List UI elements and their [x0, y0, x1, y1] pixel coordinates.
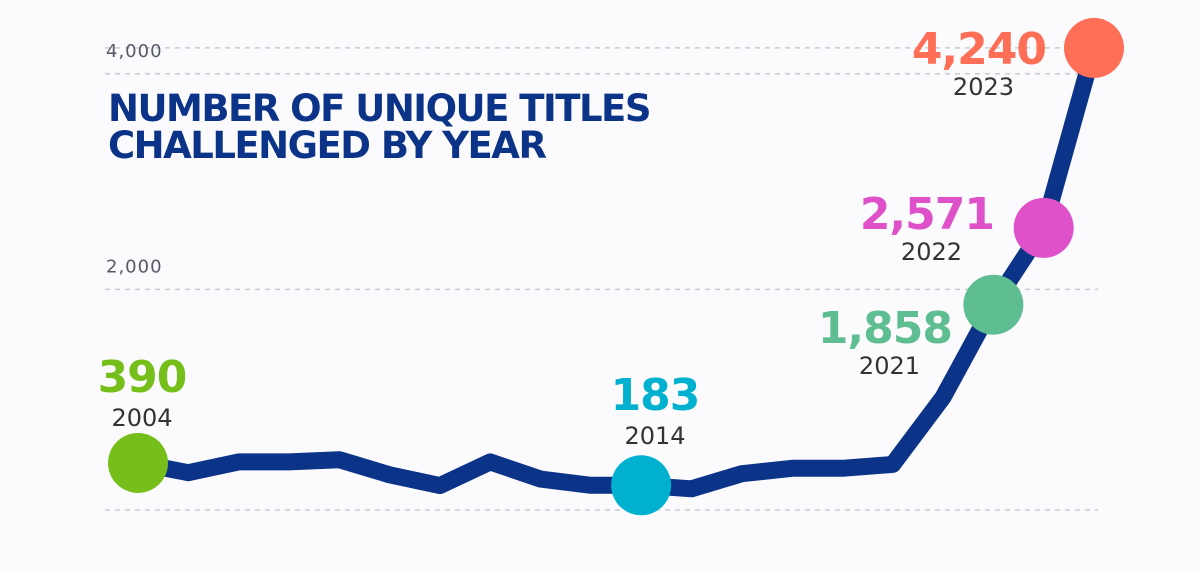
year-label-2022: 2022 — [901, 238, 962, 266]
year-label-2023: 2023 — [953, 73, 1014, 101]
value-label-2022: 2,571 — [860, 189, 994, 240]
value-label-2021: 1,858 — [818, 303, 952, 354]
highlight-point-2023 — [1064, 17, 1124, 78]
highlight-point-2004 — [108, 432, 168, 493]
chart-title-line-1: NUMBER OF UNIQUE TITLES — [108, 87, 650, 130]
highlight-markers — [108, 17, 1124, 516]
year-label-2004: 2004 — [111, 404, 172, 432]
value-label-2023: 4,240 — [912, 24, 1046, 75]
y-tick-label: 4,000 — [106, 41, 163, 62]
y-tick-label: 2,000 — [106, 256, 163, 277]
value-label-2014: 183 — [611, 370, 700, 421]
highlight-point-2021 — [963, 274, 1024, 335]
value-label-2004: 390 — [98, 352, 187, 403]
y-axis-ticks: 2,000 4,000 — [106, 41, 163, 278]
year-label-2021: 2021 — [859, 352, 920, 380]
highlight-point-2014 — [611, 455, 672, 516]
chart-title-line-2: CHALLENGED BY YEAR — [108, 124, 546, 167]
year-label-2014: 2014 — [624, 422, 685, 450]
highlight-point-2022 — [1013, 197, 1074, 258]
